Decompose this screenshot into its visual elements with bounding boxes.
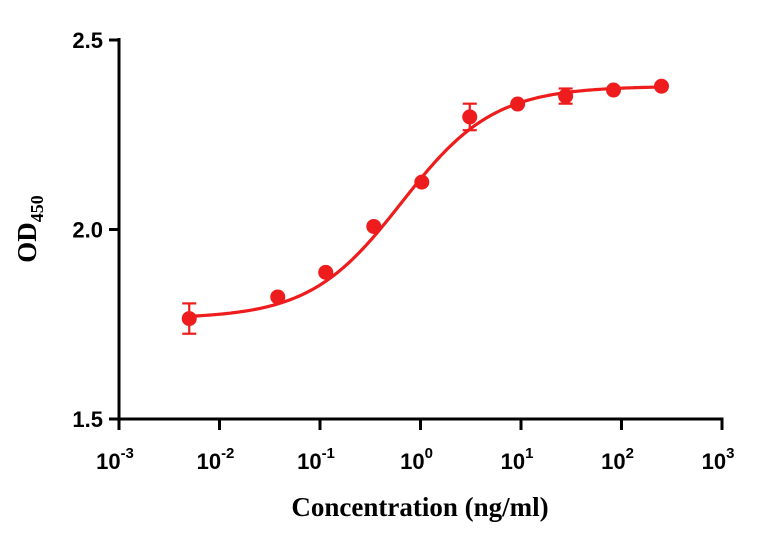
data-point-group bbox=[366, 218, 382, 234]
x-tick-label: 101 bbox=[501, 445, 534, 474]
data-point bbox=[653, 78, 669, 94]
data-point-group bbox=[558, 87, 574, 105]
data-point-group bbox=[270, 289, 286, 305]
x-tick-label-exponent: 0 bbox=[425, 445, 433, 462]
data-point bbox=[462, 109, 478, 125]
data-point bbox=[270, 289, 286, 305]
y-tick-label: 2.0 bbox=[72, 218, 103, 243]
x-tick-label-exponent: 3 bbox=[726, 445, 734, 462]
fit-curve bbox=[189, 85, 662, 318]
x-tick-label-base: 10 bbox=[197, 449, 221, 474]
y-tick-label: 2.5 bbox=[72, 28, 103, 53]
axes bbox=[109, 38, 724, 430]
data-point-group bbox=[181, 302, 197, 335]
x-tick-label: 103 bbox=[702, 445, 735, 474]
x-tick-label-exponent: -2 bbox=[221, 445, 234, 462]
data-point bbox=[318, 264, 334, 280]
data-point bbox=[181, 311, 197, 327]
x-tick-label-base: 10 bbox=[601, 449, 625, 474]
data-point bbox=[606, 82, 622, 98]
data-point bbox=[510, 96, 526, 112]
x-tick-label-base: 10 bbox=[96, 449, 120, 474]
y-axis-title: OD450 bbox=[12, 195, 47, 263]
x-tick-label-exponent: -3 bbox=[121, 445, 134, 462]
data-points-layer bbox=[181, 78, 669, 335]
x-tick-label-base: 10 bbox=[400, 449, 424, 474]
x-tick-label-base: 10 bbox=[297, 449, 321, 474]
data-point-group bbox=[653, 78, 669, 94]
x-axis-title: Concentration (ng/ml) bbox=[291, 492, 548, 522]
fit-curve-layer bbox=[189, 85, 662, 318]
x-tick-label-base: 10 bbox=[702, 449, 726, 474]
data-point-group bbox=[510, 96, 526, 112]
x-tick-label-base: 10 bbox=[501, 449, 525, 474]
x-tick-label: 10-2 bbox=[197, 445, 235, 474]
data-point-group bbox=[414, 174, 430, 190]
x-tick-label: 102 bbox=[601, 445, 634, 474]
x-tick-label: 10-1 bbox=[297, 445, 335, 474]
data-point bbox=[366, 218, 382, 234]
data-point-group bbox=[318, 264, 334, 280]
x-tick-label: 10-3 bbox=[96, 445, 134, 474]
x-tick-label-exponent: 1 bbox=[525, 445, 533, 462]
data-point-group bbox=[606, 82, 622, 98]
data-point-group bbox=[462, 102, 478, 132]
y-axis-title-subscript: 450 bbox=[27, 195, 47, 222]
y-axis-title-main: OD bbox=[12, 222, 42, 263]
x-tick-label-exponent: -1 bbox=[322, 445, 335, 462]
data-point bbox=[558, 88, 574, 104]
x-tick-label-exponent: 2 bbox=[626, 445, 634, 462]
tick-labels: 1.52.02.510-3 10-2 10-1 100 101 102 103 bbox=[72, 28, 734, 474]
data-point bbox=[414, 174, 430, 190]
x-tick-label: 100 bbox=[400, 445, 433, 474]
y-tick-label: 1.5 bbox=[72, 407, 103, 432]
